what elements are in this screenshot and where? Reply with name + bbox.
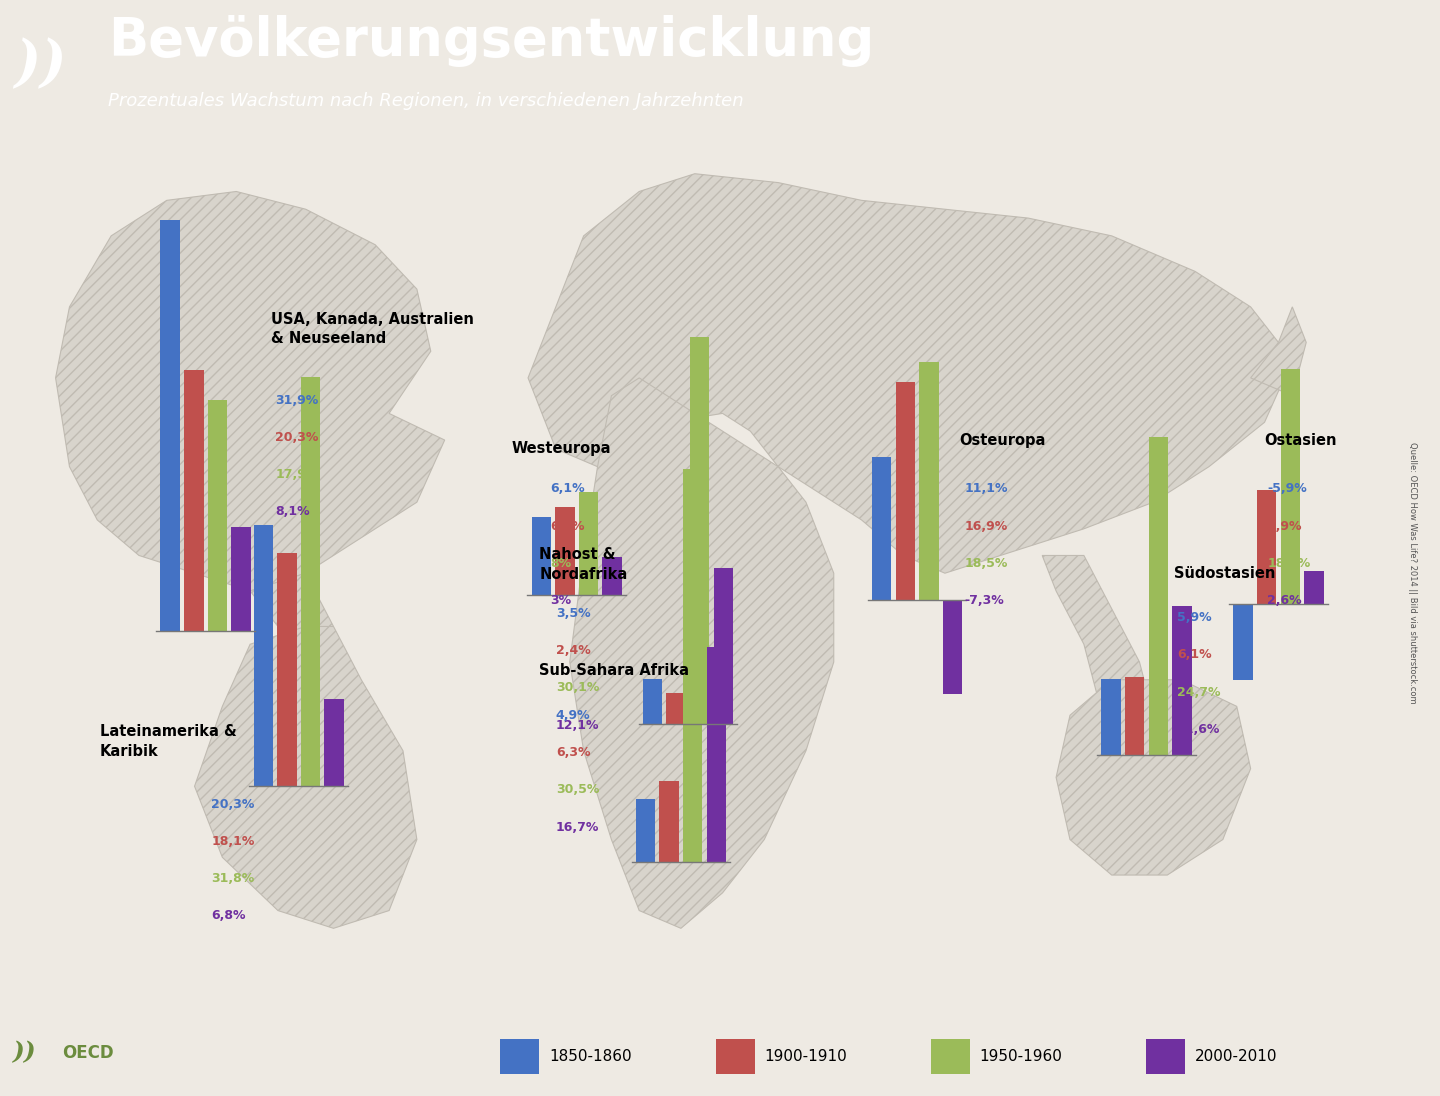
- Text: 1950-1960: 1950-1960: [979, 1049, 1063, 1064]
- Bar: [579, 492, 598, 595]
- Text: 5,9%: 5,9%: [1176, 612, 1211, 624]
- Text: -5,9%: -5,9%: [1267, 482, 1308, 495]
- Polygon shape: [1250, 307, 1306, 396]
- Polygon shape: [1056, 680, 1250, 875]
- Bar: [716, 1039, 755, 1074]
- Text: 30,1%: 30,1%: [556, 682, 599, 694]
- Bar: [253, 525, 274, 786]
- Text: 6,1%: 6,1%: [1176, 649, 1211, 661]
- Text: 6,8%: 6,8%: [212, 910, 246, 923]
- Bar: [160, 220, 180, 631]
- Text: 18,3%: 18,3%: [1267, 557, 1310, 570]
- Text: 18,1%: 18,1%: [212, 835, 255, 848]
- Bar: [707, 647, 726, 861]
- Text: 31,8%: 31,8%: [212, 872, 255, 886]
- Text: 8%: 8%: [550, 557, 572, 570]
- Text: 11,6%: 11,6%: [1176, 723, 1220, 735]
- Bar: [1149, 437, 1168, 755]
- Text: 17,9%: 17,9%: [275, 468, 318, 481]
- Polygon shape: [1043, 556, 1153, 768]
- Text: 3,5%: 3,5%: [556, 607, 590, 619]
- Text: Ostasien: Ostasien: [1264, 433, 1336, 447]
- Bar: [301, 377, 320, 786]
- Text: 3%: 3%: [550, 594, 572, 607]
- Polygon shape: [194, 627, 418, 928]
- Text: 12,1%: 12,1%: [556, 719, 599, 731]
- Polygon shape: [570, 378, 834, 928]
- Text: 20,3%: 20,3%: [212, 798, 255, 811]
- Text: 1900-1910: 1900-1910: [765, 1049, 847, 1064]
- Bar: [635, 799, 655, 861]
- Text: Nahost &
Nordafrika: Nahost & Nordafrika: [539, 547, 628, 582]
- Bar: [667, 694, 685, 724]
- Text: Bevölkerungsentwicklung: Bevölkerungsentwicklung: [108, 15, 874, 67]
- Text: 6,1%: 6,1%: [550, 482, 585, 495]
- Text: 20,3%: 20,3%: [275, 431, 318, 444]
- Bar: [602, 557, 622, 595]
- Bar: [531, 517, 552, 595]
- Bar: [1280, 368, 1300, 604]
- Text: 24,7%: 24,7%: [1176, 686, 1221, 698]
- Text: 31,9%: 31,9%: [275, 393, 318, 407]
- Text: 6,3%: 6,3%: [556, 746, 590, 760]
- Bar: [714, 569, 733, 724]
- Bar: [932, 1039, 971, 1074]
- Bar: [690, 336, 710, 724]
- Bar: [500, 1039, 539, 1074]
- Bar: [683, 469, 703, 861]
- Bar: [1257, 490, 1276, 604]
- Text: 6,9%: 6,9%: [550, 520, 585, 533]
- Text: USA, Kanada, Australien
& Neuseeland: USA, Kanada, Australien & Neuseeland: [271, 311, 474, 346]
- Text: OECD: OECD: [62, 1043, 114, 1062]
- Text: 16,9%: 16,9%: [965, 520, 1008, 533]
- Bar: [642, 680, 662, 724]
- Bar: [660, 780, 678, 861]
- Bar: [1125, 676, 1145, 755]
- Text: -7,3%: -7,3%: [965, 594, 1004, 607]
- Bar: [943, 600, 962, 694]
- Polygon shape: [56, 192, 445, 591]
- Bar: [1146, 1039, 1185, 1074]
- Bar: [1305, 571, 1323, 604]
- Bar: [278, 553, 297, 786]
- Text: 2,6%: 2,6%: [1267, 594, 1302, 607]
- Text: 1850-1860: 1850-1860: [549, 1049, 632, 1064]
- Text: )): )): [13, 1040, 37, 1064]
- Text: )): )): [14, 37, 66, 92]
- Text: 30,5%: 30,5%: [556, 784, 599, 797]
- Text: Westeuropa: Westeuropa: [511, 442, 611, 456]
- Bar: [1233, 604, 1253, 681]
- Bar: [896, 383, 914, 600]
- Polygon shape: [528, 174, 1292, 573]
- Text: Osteuropa: Osteuropa: [959, 433, 1045, 447]
- Text: Sub-Sahara Afrika: Sub-Sahara Afrika: [539, 663, 690, 678]
- Text: 2000-2010: 2000-2010: [1195, 1049, 1277, 1064]
- Text: Prozentuales Wachstum nach Regionen, in verschiedenen Jahrzehnten: Prozentuales Wachstum nach Regionen, in …: [108, 92, 743, 110]
- Text: 11,1%: 11,1%: [965, 482, 1008, 495]
- Text: Südostasien: Südostasien: [1174, 566, 1276, 581]
- Bar: [184, 369, 203, 631]
- Text: 18,5%: 18,5%: [965, 557, 1008, 570]
- Text: 4,9%: 4,9%: [556, 709, 590, 722]
- Bar: [324, 699, 344, 786]
- Text: 2,4%: 2,4%: [556, 644, 590, 657]
- Bar: [207, 400, 228, 631]
- Text: 8,9%: 8,9%: [1267, 520, 1302, 533]
- Text: 8,1%: 8,1%: [275, 505, 310, 518]
- Bar: [873, 457, 891, 600]
- Text: Lateinamerika &
Karibik: Lateinamerika & Karibik: [99, 724, 236, 760]
- Polygon shape: [251, 573, 334, 644]
- Bar: [919, 362, 939, 600]
- Text: Quelle: OECD How Was Life? 2014 || Bild via shutterstock.com: Quelle: OECD How Was Life? 2014 || Bild …: [1408, 443, 1417, 704]
- Bar: [556, 506, 575, 595]
- Bar: [1172, 606, 1191, 755]
- Bar: [1102, 680, 1120, 755]
- Text: 16,7%: 16,7%: [556, 821, 599, 834]
- Bar: [232, 527, 251, 631]
